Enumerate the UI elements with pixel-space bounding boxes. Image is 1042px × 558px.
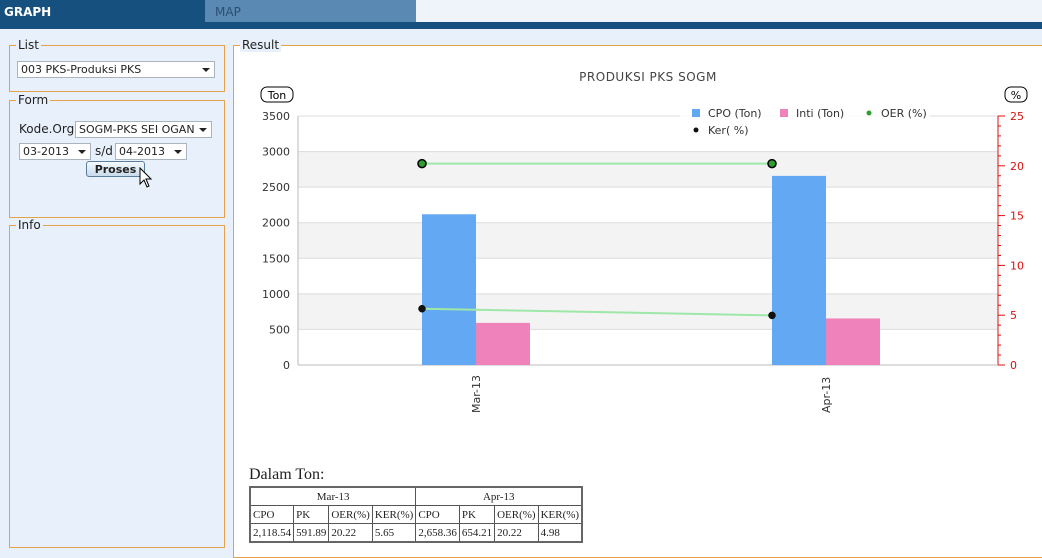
production-table: Mar-13 Apr-13 CPO PK OER(%) KER(%) CPO P…: [249, 486, 584, 543]
column-header: CPO: [415, 505, 460, 524]
to-period-select[interactable]: 04-2013: [115, 143, 187, 160]
mouse-cursor-icon: [139, 167, 153, 188]
table-period-row: Mar-13 Apr-13: [249, 486, 583, 506]
table-cell: 20.22: [328, 523, 373, 543]
table-row: 2,118.54 591.89 20.22 5.65 2,658.36 654.…: [249, 523, 583, 543]
list-select[interactable]: 003 PKS-Produksi PKS: [17, 61, 215, 78]
grid-band: [298, 293, 998, 330]
table-cell: 5.65: [371, 523, 417, 543]
series-point: [768, 311, 776, 320]
grid-band: [298, 222, 998, 259]
sd-label: s/d: [95, 144, 113, 158]
right-tick-label: 15: [1010, 210, 1024, 223]
left-tick-label: 1000: [262, 288, 290, 301]
tab-underline: [0, 22, 1042, 29]
series-line: [421, 307, 773, 317]
left-axis-label: Ton: [267, 89, 287, 102]
x-tick-label: Mar-13: [470, 375, 483, 413]
proses-button[interactable]: Proses: [86, 161, 145, 177]
x-tick-label: Apr-13: [820, 377, 833, 413]
table-cell: 654.21: [458, 523, 496, 543]
right-tick-label: 0: [1010, 359, 1017, 372]
left-tick-label: 3500: [262, 110, 290, 123]
chevron-down-icon: [202, 68, 210, 72]
right-tick-label: 20: [1010, 160, 1024, 173]
period-header: Apr-13: [415, 486, 583, 506]
right-tick-label: 10: [1010, 259, 1024, 272]
legend-swatch: [780, 109, 788, 117]
column-header: CPO: [249, 505, 295, 524]
legend-label: Ker( %): [708, 124, 749, 137]
from-period-value: 03-2013: [23, 145, 69, 158]
chart-title: PRODUKSI PKS SOGM: [579, 70, 717, 84]
left-tick-label: 3000: [262, 146, 290, 159]
list-select-value: 003 PKS-Produksi PKS: [21, 63, 142, 76]
legend-label: CPO (Ton): [708, 107, 762, 120]
table-title: Dalam Ton:: [249, 466, 325, 483]
info-panel: Info: [9, 218, 225, 548]
column-header: PK: [293, 505, 330, 524]
legend-swatch: [866, 110, 872, 116]
to-period-value: 04-2013: [119, 145, 165, 158]
table-cell: 2,118.54: [249, 523, 295, 543]
legend-swatch: [693, 127, 699, 133]
from-period-select[interactable]: 03-2013: [19, 143, 91, 160]
left-tick-label: 2000: [262, 217, 290, 230]
form-legend: Form: [18, 93, 49, 107]
left-tick-label: 0: [283, 359, 290, 372]
bar: [772, 175, 826, 365]
legend-swatch: [692, 109, 700, 117]
bar: [422, 214, 476, 365]
tab-map[interactable]: MAP: [205, 0, 416, 22]
kode-org-value: SOGM-PKS SEI OGAN: [79, 123, 195, 136]
left-tick-label: 500: [269, 323, 290, 336]
tab-graph[interactable]: GRAPH: [0, 0, 205, 22]
series-point: [418, 304, 426, 313]
right-axis-label-box: [1004, 86, 1028, 103]
kode-org-label: Kode.Org: [19, 122, 75, 136]
bar: [476, 322, 530, 365]
chevron-down-icon: [199, 128, 207, 132]
chevron-down-icon: [78, 150, 86, 154]
legend-label: OER (%): [881, 107, 927, 120]
series-point: [767, 158, 777, 169]
table-cell: 2,658.36: [415, 523, 460, 543]
right-tick-label: 25: [1010, 110, 1024, 123]
table-cell: 591.89: [293, 523, 330, 543]
list-panel: List 003 PKS-Produksi PKS: [9, 38, 225, 92]
legend-label: Inti (Ton): [796, 107, 844, 120]
left-axis-label-box: [260, 86, 294, 103]
left-tick-label: 1500: [262, 252, 290, 265]
column-header: KER(%): [371, 505, 417, 524]
kode-org-select[interactable]: SOGM-PKS SEI OGAN: [75, 121, 212, 138]
bar: [826, 318, 880, 365]
legend-box: [680, 107, 930, 143]
column-header: OER(%): [328, 505, 373, 524]
tab-bar: GRAPH MAP: [0, 0, 1042, 22]
period-header: Mar-13: [249, 486, 417, 506]
grid-band: [298, 151, 998, 188]
right-tick-label: 5: [1010, 309, 1017, 322]
list-legend: List: [18, 38, 39, 52]
column-header: PK: [458, 505, 496, 524]
table-cell: 4.98: [537, 523, 583, 543]
form-panel: Form Kode.Org SOGM-PKS SEI OGAN 03-2013 …: [9, 93, 225, 218]
series-point: [417, 158, 427, 169]
left-tick-label: 2500: [262, 181, 290, 194]
table-cell: 20.22: [494, 523, 539, 543]
right-axis-label: %: [1011, 89, 1021, 102]
info-legend: Info: [18, 218, 41, 232]
result-legend: Result: [240, 38, 282, 52]
chevron-down-icon: [174, 150, 182, 154]
column-header: OER(%): [494, 505, 539, 524]
table-column-row: CPO PK OER(%) KER(%) CPO PK OER(%) KER(%…: [249, 505, 583, 524]
column-header: KER(%): [537, 505, 583, 524]
